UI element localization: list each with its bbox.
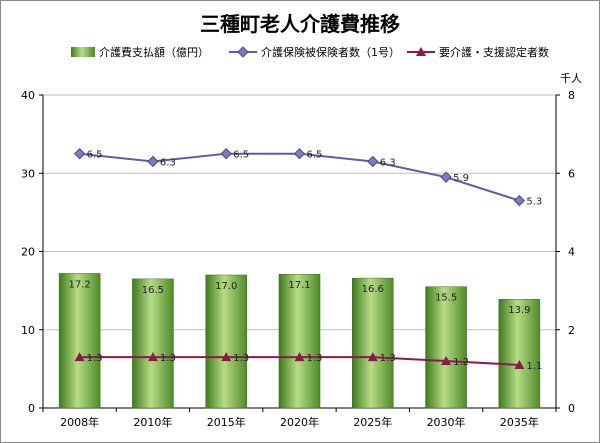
right-axis-tick-label: 0 bbox=[568, 402, 575, 415]
bar-data-label: 16.6 bbox=[362, 284, 384, 295]
legend-marker-insured bbox=[237, 46, 249, 58]
x-axis-tick-label: 2030年 bbox=[427, 415, 466, 429]
legend-label-bar: 介護費支払額（億円） bbox=[99, 45, 209, 59]
point-diamond bbox=[293, 147, 306, 160]
bar-data-label: 17.0 bbox=[215, 281, 237, 292]
legend-marker-certified bbox=[416, 47, 426, 56]
bar-data-label: 16.5 bbox=[142, 285, 164, 296]
left-axis-tick-label: 30 bbox=[21, 167, 35, 180]
line-data-label: 6.3 bbox=[160, 158, 176, 169]
x-axis-tick-label: 2025年 bbox=[353, 415, 392, 429]
bar bbox=[498, 298, 541, 409]
legend: 介護費支払額（億円） 介護保険被保険者数（1号） 要介護・支援認定者数 bbox=[71, 45, 549, 59]
legend-label-certified: 要介護・支援認定者数 bbox=[439, 45, 549, 59]
line-data-label: 5.9 bbox=[453, 173, 469, 184]
bar bbox=[278, 273, 321, 409]
bar bbox=[352, 277, 394, 409]
bar-data-label: 17.1 bbox=[288, 280, 310, 291]
left-axis-tick-label: 10 bbox=[21, 324, 35, 337]
legend-swatch-bar bbox=[71, 47, 95, 57]
line-data-label: 5.3 bbox=[526, 197, 542, 208]
point-triangle bbox=[147, 352, 158, 362]
line-data-label: 6.5 bbox=[87, 150, 103, 161]
point-triangle bbox=[221, 352, 232, 362]
line-data-label: 1.1 bbox=[526, 361, 542, 372]
point-diamond bbox=[73, 147, 86, 160]
point-triangle bbox=[441, 356, 452, 366]
x-axis-tick-label: 2015年 bbox=[207, 415, 246, 429]
x-axis-tick-label: 2020年 bbox=[280, 415, 319, 429]
bar bbox=[58, 273, 101, 409]
right-axis-tick-label: 8 bbox=[568, 89, 575, 102]
bar bbox=[205, 274, 247, 409]
left-axis-tick-label: 0 bbox=[28, 402, 35, 415]
plot-area: 0 10 20 30 40 0 2 4 6 8 2008年 2010年 2015年 2020年 2025年 2… bbox=[21, 89, 575, 429]
bar bbox=[425, 286, 467, 409]
bar bbox=[132, 278, 174, 409]
line-data-label: 1.3 bbox=[160, 353, 176, 364]
left-axis-tick-label: 40 bbox=[21, 89, 35, 102]
legend-label-insured: 介護保険被保険者数（1号） bbox=[261, 45, 400, 59]
legend-item-certified: 要介護・支援認定者数 bbox=[407, 45, 549, 59]
line-data-label: 6.3 bbox=[380, 158, 396, 169]
point-triangle bbox=[514, 359, 525, 369]
line-data-label: 1.3 bbox=[380, 353, 396, 364]
left-axis-tick-label: 20 bbox=[21, 246, 35, 259]
bar-data-label: 17.2 bbox=[69, 279, 91, 290]
line-data-label: 6.5 bbox=[307, 150, 323, 161]
x-axis-tick-label: 2008年 bbox=[60, 415, 99, 429]
point-diamond bbox=[220, 147, 232, 160]
right-axis-tick-label: 6 bbox=[568, 167, 575, 180]
line-data-label: 1.3 bbox=[87, 353, 103, 364]
point-diamond bbox=[147, 155, 159, 168]
point-diamond bbox=[513, 194, 526, 207]
point-triangle bbox=[367, 352, 378, 362]
right-axis-tick-label: 4 bbox=[568, 246, 575, 259]
right-axis-unit: 千人 bbox=[560, 72, 582, 85]
legend-item-insured: 介護保険被保険者数（1号） bbox=[229, 45, 400, 59]
bar-data-label: 13.9 bbox=[508, 305, 530, 316]
bar-data-label: 15.5 bbox=[435, 293, 457, 304]
line-data-label: 1.2 bbox=[453, 357, 469, 368]
line-data-label: 6.5 bbox=[233, 150, 249, 161]
line-data-label: 1.3 bbox=[233, 353, 249, 364]
x-axis-tick-label: 2035年 bbox=[500, 415, 539, 429]
chart-title: 三種町老人介護費推移 bbox=[200, 12, 400, 36]
point-diamond bbox=[367, 155, 379, 168]
point-triangle bbox=[294, 352, 305, 362]
right-axis-tick-label: 2 bbox=[568, 324, 575, 337]
line-data-label: 1.3 bbox=[307, 353, 323, 364]
point-diamond bbox=[440, 171, 452, 183]
point-triangle bbox=[74, 352, 85, 362]
legend-item-bar: 介護費支払額（億円） bbox=[71, 45, 209, 59]
x-axis-tick-label: 2010年 bbox=[133, 415, 172, 429]
